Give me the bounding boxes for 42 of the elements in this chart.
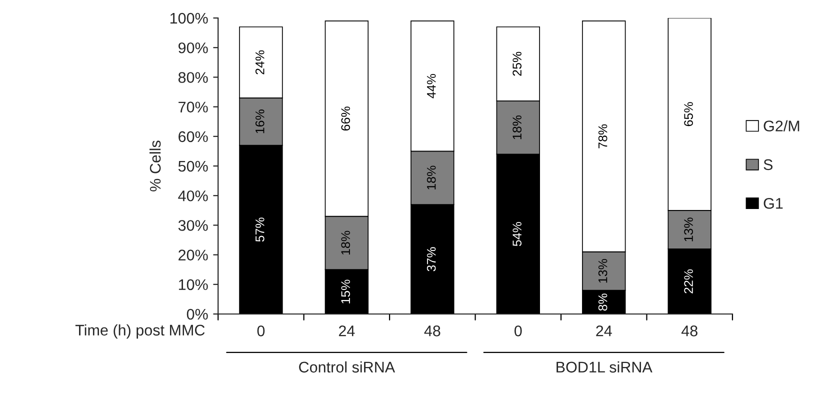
data-label: 66%: [341, 106, 350, 131]
x-tick-label: 0: [514, 326, 522, 336]
data-label: 25%: [512, 52, 522, 76]
data-label: 8%: [598, 294, 608, 311]
x-tick-label: 0: [257, 326, 265, 336]
legend-label: G2/M: [764, 120, 800, 132]
y-tick-label: 100%: [170, 12, 208, 24]
data-label: 13%: [598, 259, 608, 283]
y-tick-label: 70%: [178, 102, 208, 112]
legend-label: G1: [764, 198, 783, 209]
data-label: 15%: [341, 280, 350, 304]
x-tick-label: 48: [424, 326, 440, 336]
y-tick-label: 60%: [178, 131, 208, 142]
data-label: 16%: [255, 110, 264, 134]
y-tick-label: 80%: [178, 72, 208, 83]
data-label: 65%: [684, 102, 693, 126]
y-axis-title: % Cells: [150, 140, 161, 192]
data-label: 54%: [512, 222, 522, 246]
data-label: 44%: [426, 74, 436, 98]
data-label: 57%: [256, 218, 264, 242]
text: Control siRNA: [299, 361, 396, 373]
y-tick-label: 20%: [178, 250, 208, 260]
x-axis-title: Time (h) post MMC: [75, 324, 205, 339]
y-tick-label: 40%: [178, 190, 208, 202]
x-tick-label: 48: [681, 326, 698, 336]
y-tick-label: 10%: [178, 279, 208, 290]
data-label: 13%: [684, 218, 693, 242]
data-label: 18%: [426, 166, 436, 190]
x-tick-label: 24: [596, 326, 612, 336]
text: BOD1L siRNA: [556, 361, 652, 373]
data-label: 37%: [426, 247, 436, 272]
y-tick-label: 0%: [186, 308, 208, 320]
data-label: 22%: [684, 269, 693, 294]
data-label: 24%: [255, 50, 264, 74]
y-tick-label: 50%: [178, 160, 208, 172]
data-label: 18%: [341, 230, 350, 255]
y-tick-label: 30%: [178, 220, 208, 231]
legend-label: S: [764, 159, 773, 170]
data-label: 78%: [598, 124, 608, 148]
y-tick-label: 90%: [178, 42, 208, 54]
data-label: 18%: [512, 115, 522, 140]
x-tick-label: 24: [338, 326, 355, 336]
